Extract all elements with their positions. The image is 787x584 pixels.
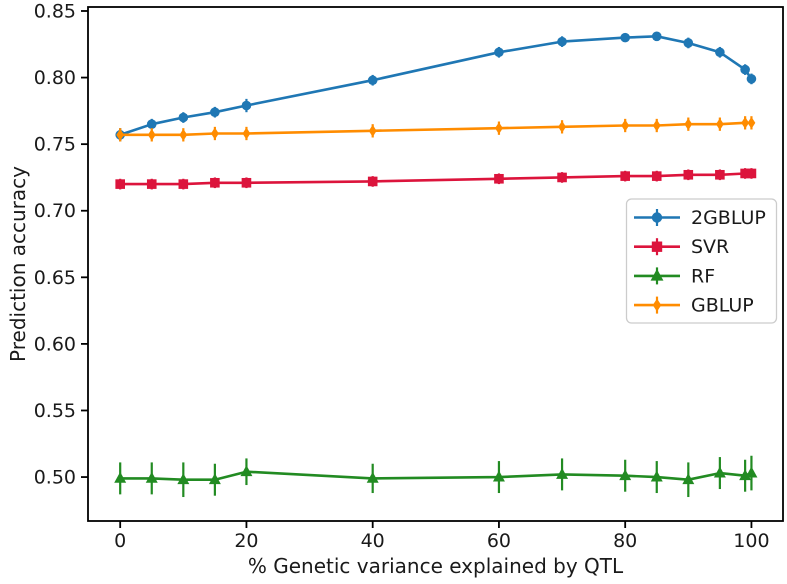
series-GBLUP-marker: [368, 124, 377, 137]
series-2GBLUP-line: [119, 34, 753, 137]
series-RF-marker: [366, 471, 379, 483]
series-GBLUP-marker: [495, 122, 503, 135]
series-RF-marker: [208, 473, 221, 485]
y-axis-tick-label: 0.60: [34, 333, 76, 355]
series-2GBLUP-marker: [620, 32, 630, 43]
series-2GBLUP-marker: [740, 64, 750, 75]
series-RF-marker: [240, 465, 253, 477]
y-axis-tick-label: 0.55: [34, 400, 76, 422]
series-RF-marker: [177, 473, 190, 485]
series-RF-marker: [492, 470, 505, 482]
series-2GBLUP-marker: [241, 100, 252, 111]
series-2GBLUP-marker: [651, 31, 662, 42]
series-2GBLUP-marker: [367, 75, 378, 86]
series-2GBLUP-marker: [146, 119, 157, 129]
series-2GBLUP-marker: [494, 47, 504, 58]
legend-label-SVR: SVR: [691, 236, 729, 258]
series-GBLUP-marker: [179, 128, 188, 141]
legend-label-GBLUP: GBLUP: [691, 295, 754, 317]
series-SVR-marker: [146, 179, 157, 189]
y-axis-tick-label: 0.75: [34, 134, 76, 156]
x-axis-tick-label: 60: [487, 530, 511, 552]
series-RF-marker: [682, 473, 695, 485]
legend-label-2GBLUP: 2GBLUP: [691, 207, 766, 229]
series-GBLUP-marker: [147, 128, 156, 141]
y-axis-tick-label: 0.50: [34, 467, 76, 489]
series-2GBLUP-marker: [715, 47, 725, 58]
series-GBLUP-marker: [741, 116, 750, 129]
legend-sample-marker-2GBLUP: [651, 212, 663, 223]
series-GBLUP-marker: [621, 119, 630, 132]
series-SVR-marker: [746, 168, 757, 179]
series-SVR-marker: [740, 168, 750, 179]
series-RF-line: [120, 470, 752, 482]
series-GBLUP-marker: [715, 118, 724, 131]
series-SVR-marker: [367, 176, 378, 187]
series-GBLUP-marker: [652, 119, 661, 132]
series-SVR-marker: [115, 179, 125, 189]
series-RF-marker: [650, 470, 663, 482]
series-SVR-marker: [715, 169, 725, 180]
x-axis-tick-label: 20: [234, 530, 258, 552]
legend-box: [625, 198, 778, 324]
series-2GBLUP-marker: [683, 38, 694, 48]
series-RF-marker: [713, 466, 726, 478]
series-GBLUP-line: [120, 121, 752, 137]
series-RF-marker: [556, 467, 569, 479]
x-axis-tick-label: 0: [114, 530, 126, 552]
x-axis-tick-label: 80: [613, 530, 637, 552]
series-SVR-marker: [557, 172, 567, 183]
x-axis-tick-label: 100: [733, 530, 769, 552]
series-GBLUP-marker: [242, 127, 251, 140]
y-axis-tick-label: 0.65: [34, 267, 76, 289]
series-SVR-marker: [241, 177, 252, 188]
series-RF-marker: [619, 469, 632, 481]
series-2GBLUP-marker: [210, 107, 220, 117]
legend-label-RF: RF: [691, 265, 715, 287]
series-GBLUP-marker: [116, 128, 125, 141]
series-SVR-marker: [178, 179, 189, 189]
series-SVR-marker: [494, 173, 504, 184]
series-SVR-line: [120, 172, 752, 186]
y-axis-tick-label: 0.70: [34, 200, 76, 222]
series-GBLUP-marker: [747, 116, 756, 129]
series-SVR-marker: [683, 169, 694, 180]
series-SVR-marker: [620, 171, 630, 181]
y-axis-tick-label: 0.80: [34, 67, 76, 89]
series-RF-marker: [145, 471, 158, 483]
y-axis-label: Prediction accuracy: [6, 166, 30, 362]
series-SVR-marker: [651, 171, 662, 181]
series-RF-marker: [745, 466, 758, 478]
series-2GBLUP-marker: [746, 74, 757, 84]
legend-sample-marker-RF: [650, 268, 664, 281]
x-axis-tick-label: 40: [361, 530, 385, 552]
series-2GBLUP-marker: [178, 112, 189, 123]
series-RF-marker: [114, 471, 127, 483]
y-axis-tick-label: 0.85: [34, 0, 76, 22]
legend-sample-marker-SVR: [651, 241, 663, 252]
series-GBLUP-marker: [210, 127, 219, 140]
legend-sample-marker-GBLUP: [652, 298, 662, 312]
series-2GBLUP-marker: [557, 36, 567, 47]
series-SVR-marker: [210, 177, 220, 188]
x-axis-label: % Genetic variance explained by QTL: [248, 554, 624, 578]
series-GBLUP-marker: [684, 118, 693, 131]
series-GBLUP-marker: [558, 120, 566, 133]
